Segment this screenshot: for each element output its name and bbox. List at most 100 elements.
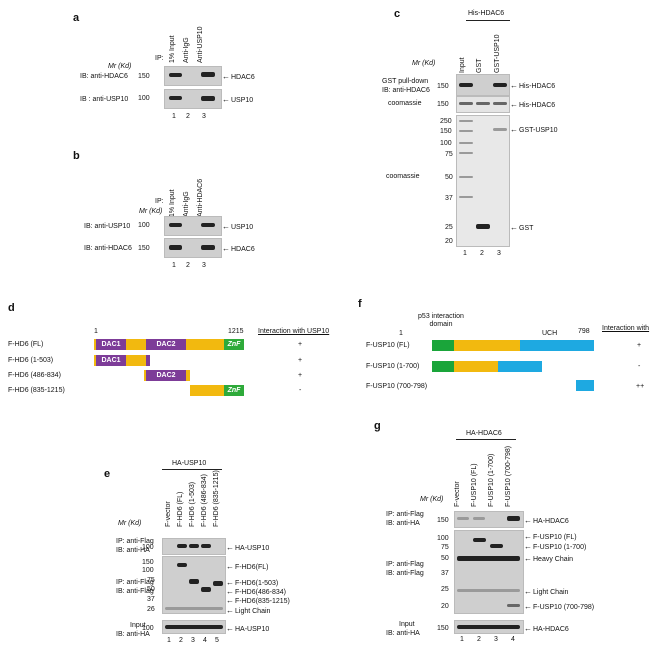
- stain-label: coomassie: [386, 173, 420, 180]
- lane-number: 3: [494, 636, 498, 643]
- lane-header: Anti-IgG: [183, 191, 190, 217]
- mw-marker: 150: [138, 245, 150, 252]
- p53-interaction-domain: [454, 361, 498, 372]
- lane-number: 4: [203, 637, 207, 644]
- mw-marker: 100: [437, 535, 449, 542]
- residue-end: 798: [578, 328, 590, 335]
- lane-header: F-HD6 (486-834): [201, 474, 208, 527]
- mw-marker: 20: [441, 603, 449, 610]
- lane-number: 1: [460, 636, 464, 643]
- uch-domain: [498, 361, 542, 372]
- uch-domain: [520, 340, 594, 351]
- group-label: HA-HDAC6: [466, 430, 502, 437]
- lane-header: Input: [459, 57, 466, 73]
- lane-number: 1: [463, 250, 467, 257]
- construct-name: F-USP10 (1-700): [366, 363, 420, 370]
- group-label: HA-USP10: [172, 460, 207, 467]
- mw-marker: 20: [445, 238, 453, 245]
- band-arrow: HA-USP10: [226, 625, 269, 633]
- lane-header: Anti-IgG: [183, 37, 190, 63]
- ib-label: IB: anti-HA: [386, 630, 420, 637]
- ib-label: IB: anti-HA: [116, 547, 150, 554]
- interaction-result: -: [299, 387, 302, 394]
- band-arrow: F-HD6(835-1215): [226, 597, 290, 605]
- lane-number: 3: [497, 250, 501, 257]
- construct-name: F-HD6 (1-503): [8, 357, 54, 364]
- mw-marker: 150: [142, 559, 154, 566]
- stain-label: coomassie: [388, 100, 422, 107]
- mw-marker: 75: [445, 151, 453, 158]
- band-arrow: Light Chain: [524, 588, 568, 596]
- band-arrow: HA-USP10: [226, 544, 269, 552]
- panel-letter: c: [394, 8, 401, 20]
- interaction-result: +: [298, 372, 303, 379]
- construct-name: F-USP10 (700-798): [366, 383, 428, 390]
- ip-label: IP: anti-Flag: [386, 561, 424, 568]
- mw-marker: 37: [445, 195, 453, 202]
- mw-marker: 26: [147, 606, 155, 613]
- lane-header: GST-USP10: [494, 34, 501, 73]
- dac1-domain: DAC1: [96, 339, 126, 350]
- band-arrow: F-USP10 (700-798): [524, 603, 594, 611]
- ip-label: IP: anti-Flag: [116, 538, 154, 545]
- construct-name: F-HD6 (486-834): [8, 372, 61, 379]
- domain-label: UCH: [542, 330, 558, 337]
- panel-letter: g: [374, 420, 381, 432]
- band-arrow: GST: [510, 224, 533, 232]
- lane-number: 1: [167, 637, 171, 644]
- band-arrow: USP10: [222, 96, 253, 104]
- znf-domain: ZnF: [224, 339, 244, 350]
- mw-marker: 75: [147, 577, 155, 584]
- lane-header: F-vector: [165, 501, 172, 527]
- mw-marker: 37: [147, 596, 155, 603]
- ib-label: IB: anti-Flag: [386, 570, 424, 577]
- band-arrow: HDAC6: [222, 73, 255, 81]
- construct-name: F-USP10 (FL): [366, 342, 410, 349]
- dac1-domain: DAC1: [96, 355, 126, 366]
- interaction-result: +: [637, 342, 642, 349]
- band-arrow: F-USP10 (1-700): [524, 543, 586, 551]
- lane-header: F-HD6 (835-1215): [213, 470, 220, 527]
- western-blot: [164, 66, 222, 86]
- lane-header: Anti-USP10: [197, 26, 204, 63]
- uch-domain: [576, 380, 594, 391]
- western-blot: [454, 530, 524, 614]
- ip-label: IP:: [155, 55, 164, 62]
- construct-name: F-HD6 (835-1215): [8, 387, 65, 394]
- lane-number: 2: [477, 636, 481, 643]
- lane-header: F-USP10 (1-700): [488, 453, 495, 507]
- band-arrow: USP10: [222, 223, 253, 231]
- ip-label: IP: anti-Flag: [116, 579, 154, 586]
- lane-header: F-vector: [454, 481, 461, 507]
- band-arrow: F-HD6(486-834): [226, 588, 286, 596]
- lane-header: F-HD6 (FL): [177, 491, 184, 527]
- panel-letter: b: [73, 150, 80, 162]
- mw-marker: 150: [440, 128, 452, 135]
- mw-marker: 100: [142, 567, 154, 574]
- dac2-domain: DAC2: [146, 339, 186, 350]
- coomassie-gel: [456, 115, 510, 247]
- n-terminal-segment: [432, 361, 454, 372]
- mw-marker: 50: [441, 555, 449, 562]
- lane-number: 2: [480, 250, 484, 257]
- interaction-result: +: [298, 357, 303, 364]
- interaction-result: +: [298, 341, 303, 348]
- mw-marker: 100: [138, 95, 150, 102]
- mw-marker: 250: [440, 118, 452, 125]
- interaction-header: Interaction with USP10: [258, 328, 330, 335]
- input-label: Input: [130, 622, 146, 629]
- lane-header: F-USP10 (700-798): [505, 445, 512, 507]
- panel-letter: e: [104, 468, 111, 480]
- group-label: His-HDAC6: [468, 10, 505, 17]
- residue-start: 1: [399, 330, 403, 337]
- mr-label: Mr (Kd): [412, 60, 436, 67]
- residue-end: 1215: [228, 328, 244, 335]
- mw-marker: 25: [445, 224, 453, 231]
- lane-header: 1% Input: [169, 35, 176, 63]
- dac2-domain: DAC2: [146, 370, 186, 381]
- construct-name: F-HD6 (FL): [8, 341, 44, 348]
- western-blot: [454, 511, 524, 528]
- mw-marker: 25: [441, 586, 449, 593]
- western-blot: [454, 620, 524, 634]
- panel-letter: a: [73, 12, 80, 24]
